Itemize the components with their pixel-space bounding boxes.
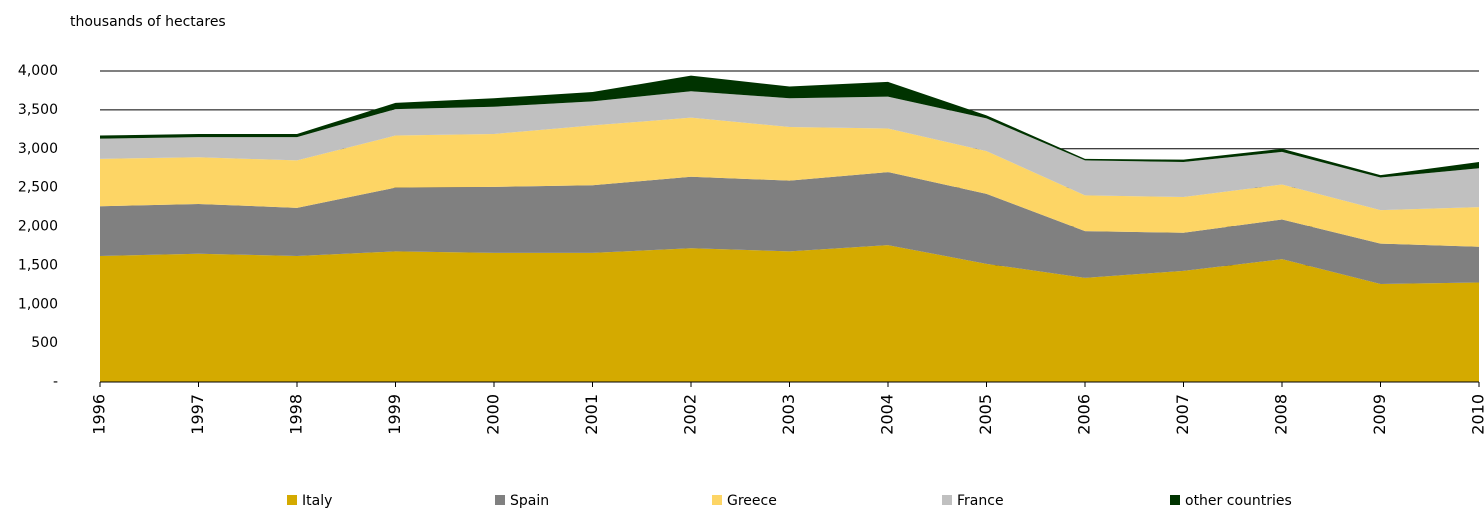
y-tick-label: 2,000: [18, 219, 58, 235]
y-tick-label: 3,000: [18, 141, 58, 157]
legend-swatch: [712, 495, 722, 505]
y-tick-label: 500: [31, 335, 58, 351]
x-tick-label: 2004: [878, 394, 897, 435]
area: [100, 75, 1479, 178]
area: [100, 245, 1479, 382]
legend-label: Italy: [302, 493, 332, 509]
legend-label: Greece: [727, 493, 777, 509]
x-tick-label: 2006: [1075, 394, 1094, 435]
x-tick-label: 1996: [90, 394, 109, 435]
x-tick-label: 2010: [1469, 394, 1484, 435]
x-tick-label: 1998: [287, 394, 306, 435]
x-tick-label: 2007: [1173, 394, 1192, 435]
area: [100, 117, 1479, 247]
x-tick-label: 2005: [976, 394, 995, 435]
x-tick-label: 2009: [1370, 394, 1389, 435]
y-axis-label: thousands of hectares: [70, 14, 226, 30]
x-tick-label: 2002: [681, 394, 700, 435]
x-tick-label: 1997: [188, 394, 207, 435]
area: [100, 91, 1479, 211]
y-tick-label: 2,500: [18, 180, 58, 196]
y-tick-label: 1,000: [18, 296, 58, 312]
legend-swatch: [942, 495, 952, 505]
legend-swatch: [495, 495, 505, 505]
legend-swatch: [1170, 495, 1180, 505]
x-tick-label: 2008: [1272, 394, 1291, 435]
area: [100, 172, 1479, 285]
legend-label: other countries: [1185, 493, 1292, 509]
y-tick-label: 3,500: [18, 102, 58, 118]
legend-label: France: [957, 493, 1004, 509]
x-tick-label: 1999: [385, 394, 404, 435]
y-tick-label: 1,500: [18, 257, 58, 273]
x-tick-label: 2000: [484, 394, 503, 435]
y-tick-label: -: [53, 374, 58, 390]
x-tick-label: 2003: [779, 394, 798, 435]
y-tick-label: 4,000: [18, 63, 58, 79]
x-tick-label: 2001: [582, 394, 601, 435]
legend-label: Spain: [510, 493, 549, 509]
legend-swatch: [287, 495, 297, 505]
